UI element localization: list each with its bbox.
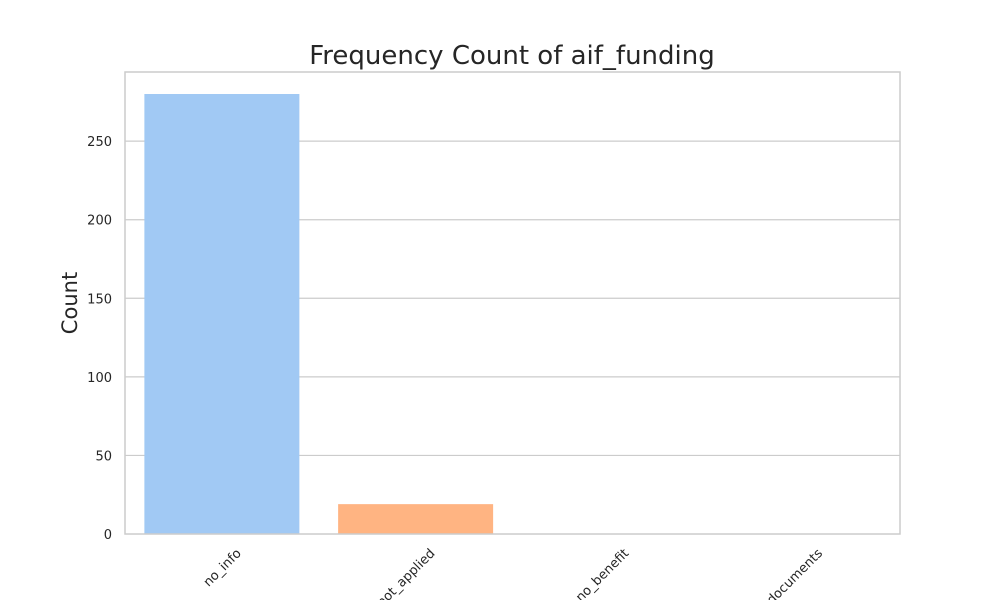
plot-frame — [124, 71, 901, 535]
chart-title: Frequency Count of aif_funding — [309, 41, 715, 71]
x-tick-label: no_benefit — [573, 546, 632, 600]
y-tick-label: 100 — [87, 371, 112, 386]
y-tick-label: 50 — [95, 449, 112, 464]
bar-not-applied — [338, 504, 494, 534]
y-tick-labels: 0 50 100 150 200 250 — [87, 135, 112, 543]
x-tick-label: no_documents — [748, 546, 826, 600]
bars — [144, 94, 494, 534]
y-tick-label: 200 — [87, 214, 112, 229]
y-tick-label: 250 — [87, 135, 112, 150]
bar-no-info — [144, 94, 300, 534]
y-tick-label: 150 — [87, 292, 112, 307]
x-tick-label: no_info — [201, 546, 245, 590]
x-tick-label: not_applied — [374, 546, 438, 600]
x-tick-labels: no_info not_applied no_benefit no_documents — [201, 546, 826, 600]
y-axis-label: Count — [58, 272, 82, 334]
y-tick-label: 0 — [104, 528, 112, 543]
